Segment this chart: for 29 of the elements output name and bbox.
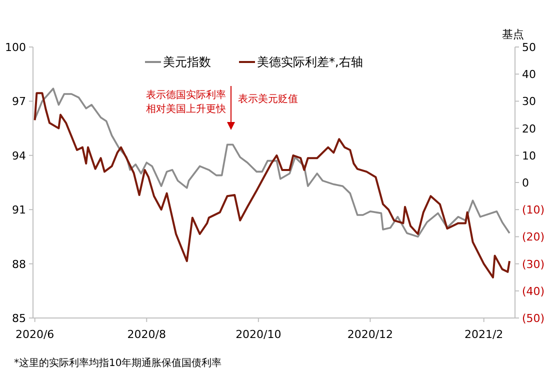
x-tick-label: 2020/6 bbox=[15, 328, 54, 341]
y-tick-label: 88 bbox=[12, 258, 26, 271]
y-tick-label: 97 bbox=[12, 95, 26, 108]
annotation: 表示德国实际利率相对美国上升更快 bbox=[146, 89, 226, 115]
y2-tick-label: 30 bbox=[522, 95, 536, 108]
legend-item: 美德实际利差*,右轴 bbox=[239, 55, 363, 69]
y2-tick-label: 0 bbox=[522, 176, 529, 190]
y2-tick-label: (20) bbox=[522, 230, 545, 244]
x-tick-label: 2021/2 bbox=[464, 328, 504, 341]
annotation: 表示美元贬值 bbox=[238, 93, 298, 105]
y2-tick-label: 40 bbox=[522, 68, 536, 82]
x-tick-label: 2020/10 bbox=[236, 328, 282, 341]
legend-label: 美元指数 bbox=[163, 55, 211, 69]
y-tick-label: 100 bbox=[5, 41, 26, 54]
y2-tick-label: 20 bbox=[522, 122, 536, 136]
y-tick-label: 85 bbox=[12, 312, 26, 325]
y2-axis-title: 基点 bbox=[502, 28, 524, 41]
y-tick-label: 91 bbox=[12, 204, 26, 217]
text: *这里的实际利率均指10年期通胀保值国债利率 bbox=[14, 357, 222, 369]
x-tick-label: 2020/8 bbox=[127, 328, 166, 341]
y-tick-label: 94 bbox=[12, 149, 26, 162]
y2-tick-label: (50) bbox=[522, 312, 545, 325]
y2-tick-label: 10 bbox=[522, 149, 536, 162]
y2-tick-label: 50 bbox=[522, 41, 536, 54]
y2-tick-label: (40) bbox=[522, 284, 545, 298]
x-tick-label: 2020/12 bbox=[347, 328, 394, 341]
legend-item: 美元指数 bbox=[145, 55, 211, 69]
y2-tick-label: (10) bbox=[522, 204, 545, 217]
y2-tick-label: (30) bbox=[522, 258, 545, 271]
